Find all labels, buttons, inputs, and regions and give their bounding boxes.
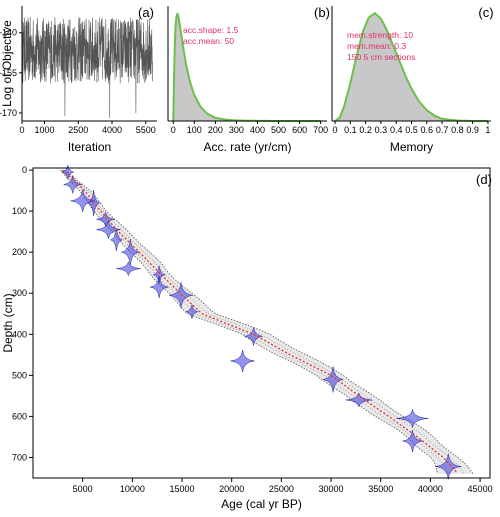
x-tick-label: 0.4 — [390, 125, 403, 135]
annotation: acc.shape: 1.5 — [183, 25, 239, 35]
x-tick-label: 400 — [250, 125, 265, 135]
plot-frame — [32, 167, 491, 479]
x-tick-label: 0.2 — [359, 125, 372, 135]
annotation: acc.mean: 50 — [183, 36, 234, 46]
x-tick-label: 0.8 — [451, 125, 464, 135]
x-tick-label: 20000 — [219, 484, 244, 494]
x-tick-label: 5000 — [73, 484, 93, 494]
date-distribution — [63, 175, 82, 194]
posterior-area — [173, 14, 321, 122]
y-tick-label: 400 — [12, 329, 27, 339]
x-tick-label: 0.1 — [344, 125, 357, 135]
y-tick-label: -155 — [0, 68, 17, 78]
annotation: 150 5 cm sections — [347, 52, 416, 62]
panel-label: (d) — [476, 172, 492, 187]
y-tick-label: -140 — [0, 28, 17, 38]
x-tick-label: 0.6 — [421, 125, 434, 135]
x-tick-label: 200 — [208, 125, 223, 135]
x-tick-label: 600 — [292, 125, 307, 135]
date-distribution — [185, 304, 199, 319]
x-tick-label: 0.5 — [405, 125, 418, 135]
x-tick-label: 2500 — [68, 125, 88, 135]
y-tick-label: 600 — [12, 411, 27, 421]
y-tick-label: 700 — [12, 452, 27, 462]
x-tick-label: 5500 — [136, 125, 156, 135]
x-axis-label: Acc. rate (yr/cm) — [203, 140, 291, 154]
date-distribution — [110, 228, 123, 251]
x-tick-label: 100 — [187, 125, 202, 135]
x-axis-label: Iteration — [68, 140, 111, 154]
x-tick-label: 4000 — [102, 125, 122, 135]
x-tick-label: 30000 — [319, 484, 344, 494]
date-distribution — [345, 392, 372, 408]
y-axis-label: Depth (cm) — [1, 293, 15, 352]
x-tick-label: 0.3 — [375, 125, 388, 135]
y-tick-label: 500 — [12, 370, 27, 380]
x-tick-label: 40000 — [418, 484, 443, 494]
date-distribution — [396, 409, 429, 428]
y-tick-label: 100 — [12, 206, 27, 216]
y-tick-label: 200 — [12, 247, 27, 257]
x-tick-label: 1 — [485, 125, 490, 135]
model-envelope — [60, 170, 474, 474]
x-tick-label: 1000 — [34, 125, 54, 135]
posterior-area — [335, 13, 488, 122]
x-tick-label: 300 — [229, 125, 244, 135]
x-tick-label: 45000 — [468, 484, 493, 494]
y-tick-label: 300 — [12, 288, 27, 298]
x-tick-label: 10000 — [120, 484, 145, 494]
date-distribution — [116, 261, 141, 276]
date-distribution — [150, 276, 169, 299]
x-tick-label: 0.7 — [436, 125, 449, 135]
model-median-line — [62, 169, 458, 474]
x-tick-label: 0.9 — [466, 125, 479, 135]
x-tick-label: 500 — [271, 125, 286, 135]
x-tick-label: 700 — [313, 125, 328, 135]
panel-a: 0 1000 2500 4000 5500 -140 -155 -170 Iteration Lo… — [0, 5, 157, 154]
panel-label: (c) — [478, 5, 493, 20]
panel-label: (b) — [314, 5, 330, 20]
panel-c: 0 0.1 0.2 0.3 0.4 0.5 0.6 0.7 0.8 0.9 1 Memory (c) me… — [331, 5, 494, 154]
x-tick-label: 15000 — [170, 484, 195, 494]
x-tick-label: 35000 — [368, 484, 393, 494]
annotation: mem.strength: 10 — [347, 30, 413, 40]
annotation: mem.mean: 0.3 — [347, 41, 406, 51]
date-distribution — [322, 366, 344, 393]
date-distribution — [435, 453, 462, 480]
date-distribution — [244, 327, 263, 346]
y-tick-label: 0 — [22, 165, 27, 175]
date-distribution — [169, 282, 194, 309]
panel-label: (a) — [138, 5, 154, 20]
y-tick-label: -170 — [0, 108, 17, 118]
date-distribution — [230, 349, 255, 373]
panel-d: 5000 10000 15000 20000 25000 30000 35000 40000 4… — [1, 165, 493, 511]
x-tick-label: 0 — [333, 125, 338, 135]
date-distribution — [96, 220, 121, 239]
x-tick-label: 25000 — [269, 484, 294, 494]
panel-b: 0 100 200 300 400 500 600 700 Acc. rate (yr/cm) (… — [167, 5, 330, 154]
model-max-line — [65, 169, 474, 475]
x-tick-label: 0 — [19, 125, 24, 135]
x-axis-label: Age (cal yr BP) — [221, 497, 302, 511]
trace-line — [21, 16, 153, 118]
x-tick-label: 0 — [171, 125, 176, 135]
x-axis-label: Memory — [390, 140, 433, 154]
y-axis-label: Log of Objective — [0, 20, 14, 107]
model-inner-line — [61, 169, 450, 475]
model-min-line — [59, 169, 438, 474]
